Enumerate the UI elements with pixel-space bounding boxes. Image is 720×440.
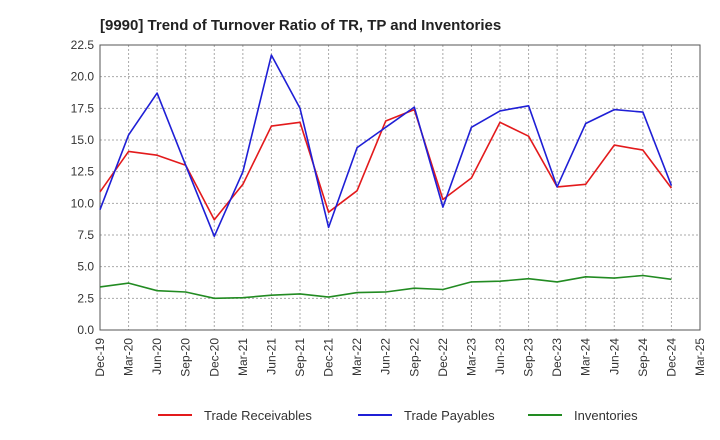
x-tick-label: Jun-21 — [264, 338, 278, 375]
x-tick-label: Dec-19 — [93, 338, 107, 377]
x-tick-label: Mar-20 — [122, 338, 136, 376]
x-tick-label: Mar-22 — [350, 338, 364, 376]
series-line-trade-receivables — [99, 108, 673, 221]
y-tick-label: 2.5 — [77, 291, 94, 305]
x-tick-label: Sep-24 — [636, 338, 650, 377]
x-tick-label: Jun-23 — [493, 338, 507, 375]
grid — [99, 44, 701, 331]
y-tick-label: 12.5 — [71, 165, 95, 179]
x-tick-label: Dec-21 — [322, 338, 336, 377]
plot-area — [100, 45, 700, 330]
legend-label: Trade Payables — [404, 408, 495, 423]
y-tick-label: 0.0 — [77, 323, 94, 337]
series-line-inventories — [99, 274, 672, 300]
series-lines — [99, 54, 673, 300]
y-tick-label: 17.5 — [71, 101, 95, 115]
x-tick-label: Mar-25 — [693, 338, 707, 376]
x-tick-label: Jun-20 — [150, 338, 164, 375]
x-tick-label: Mar-24 — [579, 338, 593, 376]
legend: Trade Receivables Trade Payables Inventori… — [158, 408, 638, 423]
y-tick-label: 10.0 — [71, 196, 95, 210]
x-tick-label: Sep-23 — [522, 338, 536, 377]
y-tick-label: 7.5 — [77, 228, 94, 242]
y-tick-label: 15.0 — [71, 133, 95, 147]
x-tick-label: Sep-21 — [293, 338, 307, 377]
series-line-trade-payables — [99, 54, 673, 238]
legend-label: Trade Receivables — [204, 408, 312, 423]
x-tick-label: Dec-20 — [207, 338, 221, 377]
chart-title: [9990] Trend of Turnover Ratio of TR, TP… — [100, 17, 501, 34]
x-tick-label: Dec-24 — [664, 338, 678, 377]
x-tick-label: Sep-22 — [407, 338, 421, 377]
plot-frame — [99, 44, 701, 331]
y-tick-label: 22.5 — [71, 38, 95, 52]
x-tick-label: Jun-22 — [379, 338, 393, 375]
x-tick-label: Mar-23 — [464, 338, 478, 376]
y-tick-label: 20.0 — [71, 70, 95, 84]
legend-item-inventories: Inventories — [528, 408, 638, 423]
legend-label: Inventories — [574, 408, 638, 423]
x-tick-label: Jun-24 — [607, 338, 621, 375]
axes: 0.0 2.5 5.0 7.5 10.0 12.5 15.0 17.5 20.0 22.5 Dec-… — [71, 38, 707, 377]
legend-item-trade-receivables: Trade Receivables — [158, 408, 312, 423]
x-tick-label: Sep-20 — [179, 338, 193, 377]
x-tick-label: Mar-21 — [236, 338, 250, 376]
x-tick-label: Dec-22 — [436, 338, 450, 377]
y-tick-label: 5.0 — [77, 260, 94, 274]
x-tick-label: Dec-23 — [550, 338, 564, 377]
legend-item-trade-payables: Trade Payables — [358, 408, 495, 423]
